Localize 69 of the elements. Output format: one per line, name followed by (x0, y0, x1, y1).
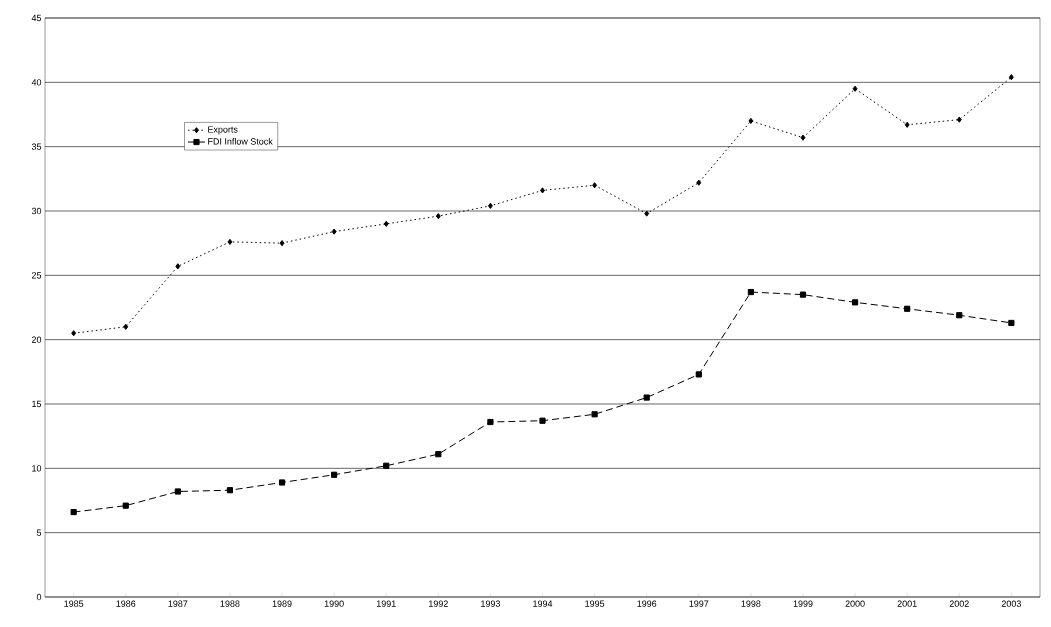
x-tick-label: 1988 (220, 600, 240, 607)
point (851, 299, 859, 306)
point (644, 210, 650, 217)
point (435, 213, 441, 220)
x-tick-label: 1985 (64, 600, 84, 607)
point (695, 371, 702, 378)
point (383, 220, 389, 227)
point (539, 417, 546, 424)
point (904, 121, 910, 128)
point (174, 488, 181, 495)
point (487, 418, 494, 426)
y-tick-label: 5 (36, 529, 42, 536)
point (591, 411, 598, 418)
point (487, 202, 493, 209)
y-tick-label: 45 (31, 14, 42, 22)
x-tick-label: 1986 (116, 600, 136, 607)
x-tick-label: 1994 (533, 600, 553, 607)
point (331, 471, 338, 478)
point (540, 187, 545, 194)
point (279, 240, 285, 247)
point (1008, 319, 1015, 327)
y-tick-label: 30 (31, 207, 42, 215)
point (70, 508, 77, 516)
y-tick-label: 25 (31, 272, 42, 279)
point (592, 182, 598, 189)
y-tick-label: 10 (32, 465, 42, 472)
y-tick-label: 40 (31, 79, 42, 86)
x-tick-label: 1998 (741, 600, 761, 607)
x-tick-label: 1987 (168, 600, 188, 607)
x-tick-label: 2002 (949, 600, 969, 607)
x-tick-label: 1997 (689, 600, 709, 607)
point (852, 85, 858, 92)
point (696, 179, 702, 186)
y-tick-label: 20 (31, 336, 42, 343)
x-tick-label: 2001 (897, 600, 917, 607)
point (278, 479, 286, 486)
point (331, 228, 337, 235)
point (122, 502, 129, 509)
point (383, 462, 390, 469)
x-tick-label: 1991 (376, 600, 396, 607)
point (748, 117, 754, 125)
y-tick-label: 35 (31, 143, 42, 150)
x-tick-label: 1992 (429, 600, 448, 607)
point (435, 451, 442, 458)
point (71, 330, 77, 337)
y-tick-label: 0 (36, 593, 42, 601)
x-tick-label: 1993 (481, 600, 500, 607)
x-tick-label: 2000 (845, 600, 865, 607)
point (956, 116, 962, 123)
point (800, 134, 806, 141)
legend-label: FDI Inflow Stock (208, 138, 273, 145)
x-tick-label: 1996 (637, 600, 657, 607)
point (956, 312, 963, 319)
point (226, 487, 234, 494)
x-tick-label: 1990 (324, 600, 344, 607)
point (1008, 74, 1014, 81)
point (227, 238, 233, 245)
point (799, 291, 807, 298)
x-tick-label: 1999 (793, 600, 813, 607)
point (123, 323, 129, 330)
x-tick-label: 1989 (272, 600, 292, 607)
point (904, 305, 911, 312)
legend-label: Exports (208, 126, 238, 135)
point (643, 394, 650, 401)
x-tick-label: 1995 (585, 600, 605, 607)
point (175, 263, 181, 270)
y-tick-label: 15 (32, 400, 42, 408)
point (747, 288, 754, 296)
x-tick-label: 2003 (1001, 600, 1021, 607)
